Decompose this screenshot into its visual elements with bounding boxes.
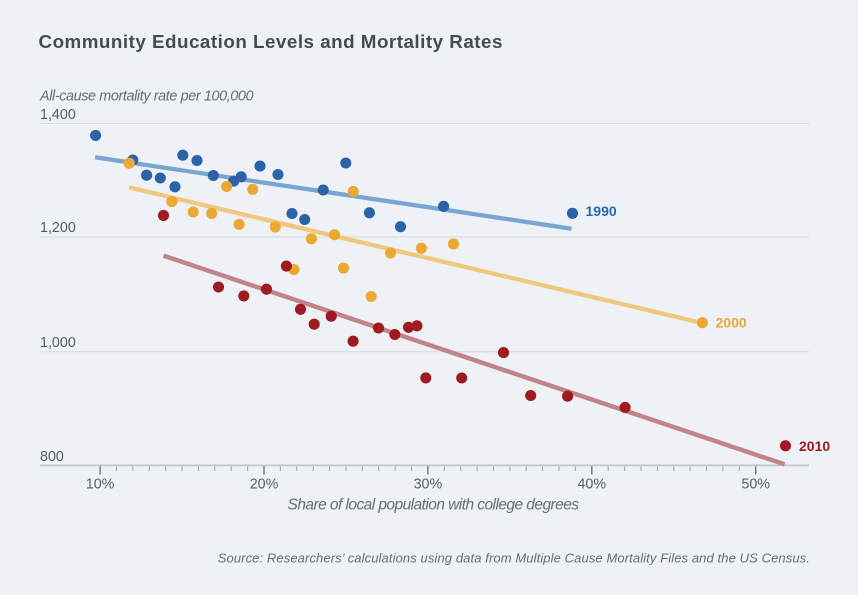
svg-text:2010: 2010	[799, 438, 830, 454]
svg-text:1,000: 1,000	[40, 335, 76, 351]
svg-text:10%: 10%	[86, 477, 115, 493]
svg-text:800: 800	[40, 449, 64, 465]
svg-text:Source: Researchers’ calculati: Source: Researchers’ calculations using …	[218, 550, 810, 565]
svg-text:Community Education Levels and: Community Education Levels and Mortality…	[39, 31, 503, 52]
svg-text:1,400: 1,400	[40, 107, 76, 123]
svg-text:50%: 50%	[741, 477, 770, 493]
svg-text:20%: 20%	[250, 477, 279, 493]
svg-text:Share of local population with: Share of local population with college d…	[288, 496, 580, 513]
svg-text:All-cause mortality rate per 1: All-cause mortality rate per 100,000	[39, 89, 254, 105]
svg-text:2000: 2000	[716, 315, 747, 331]
svg-text:30%: 30%	[414, 477, 443, 493]
svg-text:1990: 1990	[586, 203, 617, 219]
svg-text:1,200: 1,200	[40, 220, 76, 236]
svg-text:40%: 40%	[577, 477, 606, 493]
